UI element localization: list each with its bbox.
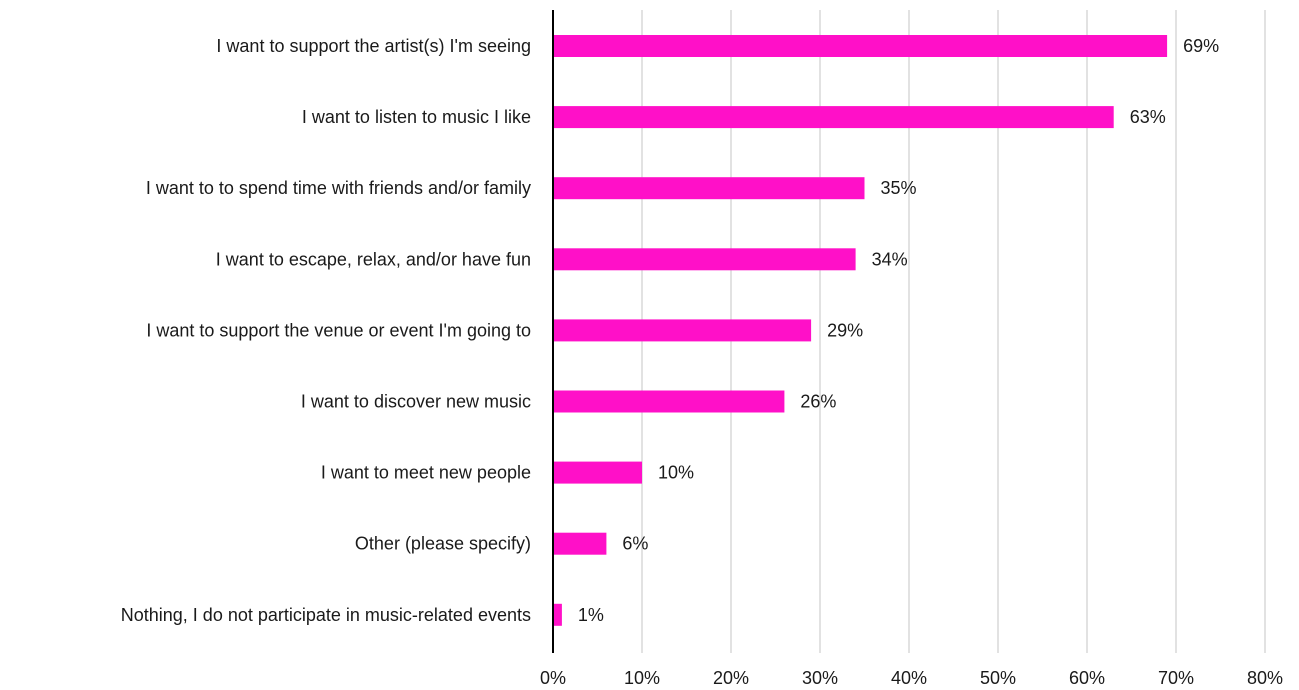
- data-label: 6%: [622, 534, 648, 554]
- bar-5: [553, 319, 812, 342]
- x-tick-label: 20%: [713, 668, 749, 688]
- data-label: 10%: [658, 463, 694, 483]
- x-tick-label: 80%: [1247, 668, 1283, 688]
- data-label: 69%: [1183, 36, 1219, 56]
- category-labels: I want to support the artist(s) I'm seei…: [121, 36, 531, 625]
- x-tick-label: 30%: [802, 668, 838, 688]
- bar-6: [553, 390, 785, 413]
- category-label: I want to discover new music: [301, 392, 531, 412]
- data-label: 1%: [578, 605, 604, 625]
- data-label: 29%: [827, 320, 863, 340]
- category-label: Nothing, I do not participate in music-r…: [121, 605, 531, 625]
- x-tick-label: 60%: [1069, 668, 1105, 688]
- bar-1: [553, 35, 1168, 57]
- bar-8: [553, 532, 607, 555]
- bar-9: [553, 603, 562, 626]
- category-label: I want to support the venue or event I'm…: [146, 320, 531, 340]
- bar-7: [553, 461, 642, 484]
- x-tick-labels: 0% 10% 20% 30% 40% 50% 60% 70% 80%: [540, 668, 1283, 688]
- data-label: 26%: [800, 392, 836, 412]
- x-tick-label: 40%: [891, 668, 927, 688]
- bar-4: [553, 248, 856, 271]
- bars: [553, 35, 1168, 626]
- x-tick-label: 70%: [1158, 668, 1194, 688]
- x-tick-label: 10%: [624, 668, 660, 688]
- category-label: Other (please specify): [355, 534, 531, 554]
- data-label: 34%: [872, 249, 908, 269]
- category-label: I want to escape, relax, and/or have fun: [216, 249, 531, 269]
- category-label: I want to support the artist(s) I'm seei…: [216, 36, 531, 56]
- category-label: I want to to spend time with friends and…: [146, 178, 531, 198]
- bar-2: [553, 106, 1114, 129]
- category-label: I want to listen to music I like: [302, 107, 531, 127]
- data-label: 35%: [881, 178, 917, 198]
- bar-3: [553, 177, 865, 200]
- x-tick-label: 0%: [540, 668, 566, 688]
- category-label: I want to meet new people: [321, 463, 531, 483]
- data-label: 63%: [1130, 107, 1166, 127]
- data-labels: 69% 63% 35% 34% 29% 26% 10% 6% 1%: [578, 36, 1219, 625]
- x-tick-label: 50%: [980, 668, 1016, 688]
